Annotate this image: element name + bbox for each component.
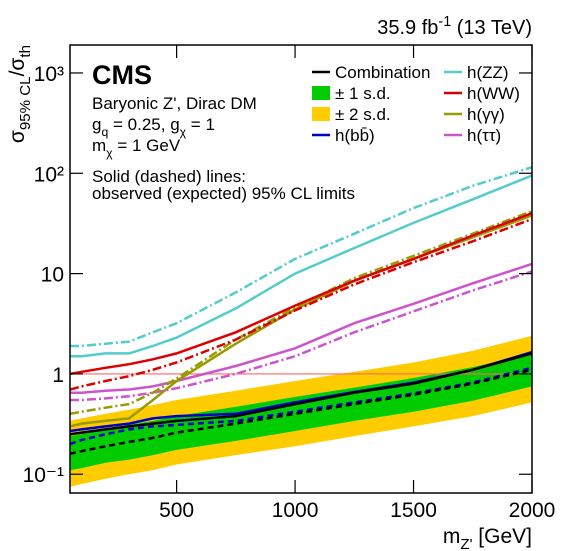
y-tick-label: 10² [34,163,64,186]
text-part: [GeV] [472,525,532,548]
y-tick-label: 1 [52,364,64,387]
legend-label: h(WW) [467,84,520,103]
observed-line [70,262,532,394]
expected-line [70,217,532,391]
script-part: -1 [438,14,451,30]
observed-line [70,212,532,376]
plot-area [70,166,532,487]
observed-line [70,174,532,358]
x-tick-label: 1500 [390,499,437,522]
y-axis-title: σ95% CL/σth [6,45,34,143]
text-part: (13 TeV) [451,17,532,39]
legend-label: h(bb̄) [335,126,375,145]
legend-swatch [312,86,330,100]
text-part: 35.9 fb [377,17,438,39]
expected-line [70,270,532,402]
note-label: Solid (dashed) lines: [92,167,246,186]
script-part: th [17,45,34,58]
y-tick-label: 10⁻¹ [23,464,64,487]
legend-label: ± 2 s.d. [335,105,391,124]
expected-line [70,366,532,446]
x-axis-title: mZ' [GeV] [443,525,532,551]
model-label: mχ = 1 GeV [92,136,181,160]
experiment-label: CMS [92,60,152,90]
legend-swatch [312,107,330,121]
text-part: σ [6,130,29,143]
text-part: = 1 GeV [113,136,181,155]
text-part: m [443,525,461,548]
text-part: = 1 [186,115,215,134]
model-label: gq = 0.25, gχ = 1 [92,115,215,139]
script-part: Z' [460,536,472,551]
expected-line [70,209,532,416]
observed-line [70,352,532,436]
y-tick-label: 10 [41,264,64,287]
script-part: 95% CL [17,76,34,130]
legend-label: h(ττ) [467,126,501,145]
legend-label: h(ZZ) [467,63,509,82]
note-label: observed (expected) 95% CL limits [92,184,355,203]
x-tick-label: 2000 [509,499,556,522]
frame [69,44,533,494]
lumi-label: 35.9 fb-1 (13 TeV) [377,14,532,39]
legend-label: h(γγ) [467,105,505,124]
expected-line [70,166,532,348]
x-tick-label: 500 [159,499,194,522]
script-part: χ [106,146,113,160]
legend-label: Combination [335,63,430,82]
text-part: /σ [6,58,29,77]
text-part: = 0.25, g [108,115,179,134]
y-tick-label: 10³ [34,63,64,86]
text-part: Baryonic Z', Dirac DM [92,94,257,113]
expected-line [70,368,532,456]
x-tick-label: 1000 [272,499,319,522]
script-part: χ [180,125,187,139]
model-label: Baryonic Z', Dirac DM [92,94,257,113]
text-part: m [92,136,106,155]
legend-label: ± 1 s.d. [335,84,391,103]
script-part: q [101,125,108,139]
text-part: g [92,115,101,134]
